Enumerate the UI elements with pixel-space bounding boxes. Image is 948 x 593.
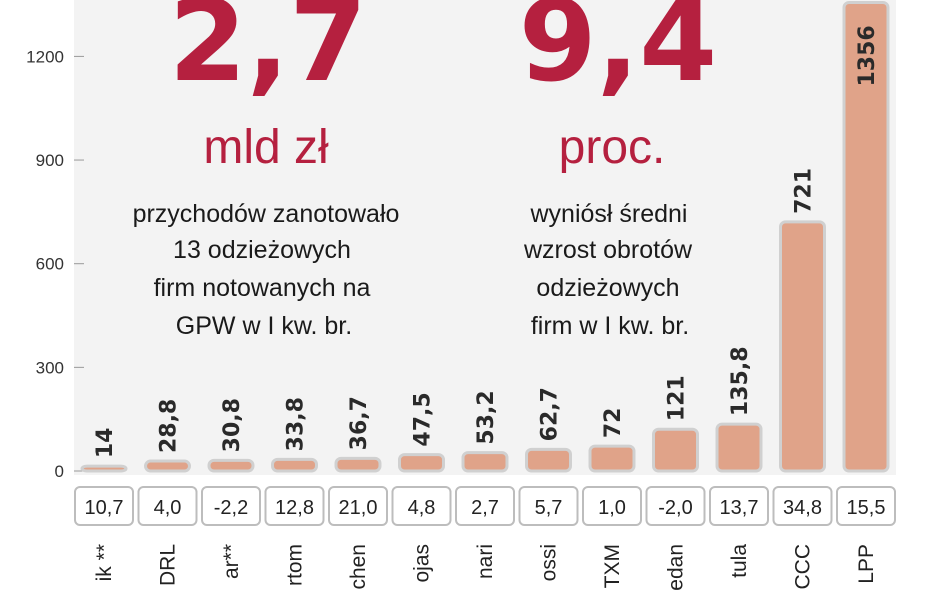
- growth-box: [518, 486, 579, 526]
- growth-box: [137, 486, 198, 526]
- value-label: 28,8: [157, 399, 182, 453]
- category-label: rtom: [284, 544, 307, 586]
- growth-label: 15,5: [847, 497, 886, 519]
- right-desc-line-4: firm w I kw. br.: [531, 312, 689, 340]
- value-label: 1356: [855, 25, 880, 86]
- right-desc-line-2: wzrost obrotów: [523, 236, 693, 264]
- bar: [80, 464, 128, 473]
- growth-label: 2,7: [471, 497, 499, 519]
- growth-box: [201, 486, 261, 526]
- category-label: ar**: [220, 544, 243, 579]
- category-label: LPP: [855, 544, 878, 584]
- bar: [588, 444, 636, 473]
- growth-label: 13,7: [720, 497, 759, 519]
- bar: [144, 459, 191, 473]
- category-label: chen: [347, 544, 370, 590]
- growth-box: [582, 486, 642, 526]
- category-label: ossi: [538, 544, 561, 581]
- right-desc-line-3: odzieżowych: [536, 274, 679, 302]
- category-label: nari: [474, 544, 497, 579]
- growth-label: 4,8: [408, 497, 436, 519]
- right-unit: proc.: [559, 121, 666, 174]
- category-label: edan: [665, 544, 688, 591]
- category-label: CCC: [792, 544, 815, 590]
- value-label: 47,5: [411, 392, 436, 446]
- value-labels: 14 28,8 30,8 33,8 36,7 47,5 53,2 62,7 72 121 135,8…: [93, 25, 880, 458]
- bar: [525, 447, 572, 473]
- bar: [652, 427, 699, 473]
- growth-label: 1,0: [598, 497, 626, 519]
- y-tick-label: 1200: [26, 47, 64, 66]
- growth-box: [645, 486, 706, 526]
- bar: [715, 422, 763, 473]
- right-big-number: 9,4: [519, 0, 717, 107]
- bar: [334, 456, 382, 473]
- growth-label: -2,0: [658, 497, 692, 519]
- value-label: 30,8: [220, 398, 245, 452]
- value-label: 135,8: [728, 346, 753, 416]
- value-label: 14: [93, 428, 118, 459]
- category-label: ojas: [411, 544, 434, 583]
- growth-label: 12,8: [275, 497, 314, 519]
- value-label: 53,2: [474, 390, 499, 444]
- growth-box: [264, 486, 325, 526]
- value-label: 721: [792, 168, 817, 214]
- left-big-number: 2,7: [169, 0, 367, 107]
- value-label: 72: [601, 407, 626, 438]
- y-tick-label: 600: [36, 255, 64, 274]
- category-label: ik **: [93, 544, 116, 581]
- y-tick-label: 0: [55, 462, 64, 481]
- growth-label: -2,2: [214, 497, 248, 519]
- growth-box: [772, 486, 833, 526]
- right-annotation: 9,4 proc. wyniósł średni wzrost obrotów …: [519, 0, 717, 340]
- growth-box: [328, 486, 388, 526]
- bar: [842, 1, 890, 473]
- bar: [779, 220, 826, 473]
- right-desc-line-1: wyniósł średni: [529, 200, 687, 228]
- growth-box: [455, 486, 515, 526]
- bar: [271, 457, 318, 473]
- category-labels: ik ** DRL ar** rtom chen ojas nari ossi TXM edan t…: [93, 544, 878, 591]
- bar: [207, 458, 255, 473]
- value-label: 121: [665, 375, 690, 421]
- left-desc-line-4: GPW w I kw. br.: [176, 312, 352, 340]
- category-label: DRL: [157, 544, 180, 586]
- value-label: 62,7: [538, 387, 563, 441]
- growth-box: [709, 486, 769, 526]
- left-unit: mld zł: [203, 121, 329, 174]
- category-label: TXM: [601, 544, 624, 588]
- growth-row: 10,7 4,0 -2,2 12,8 21,0 4,8 2,7 5,7 1,0 -2,0 13,7 3…: [74, 486, 896, 526]
- left-desc-line-3: firm notowanych na: [154, 274, 371, 302]
- bars: [80, 1, 890, 473]
- growth-label: 10,7: [85, 497, 124, 519]
- value-label: 36,7: [347, 396, 372, 450]
- left-desc-line-2: 13 odzieżowych: [173, 236, 351, 264]
- y-tick-label: 900: [36, 151, 64, 170]
- growth-label: 5,7: [535, 497, 563, 519]
- growth-label: 34,8: [783, 497, 822, 519]
- growth-box: [74, 486, 134, 526]
- chart-panel: [74, 0, 896, 475]
- left-annotation: 2,7 mld zł przychodów zanotowało 13 odzi…: [133, 0, 400, 340]
- y-tick-label: 300: [36, 358, 64, 377]
- bar: [461, 451, 509, 473]
- category-label: tula: [728, 544, 751, 578]
- growth-label: 21,0: [339, 497, 378, 519]
- growth-box: [836, 486, 896, 526]
- value-label: 33,8: [284, 397, 309, 451]
- growth-box: [391, 486, 452, 526]
- y-axis: 0 300 600 900 1200: [26, 47, 84, 481]
- growth-label: 4,0: [154, 497, 182, 519]
- bar: [398, 453, 445, 473]
- left-desc-line-1: przychodów zanotowało: [133, 200, 400, 228]
